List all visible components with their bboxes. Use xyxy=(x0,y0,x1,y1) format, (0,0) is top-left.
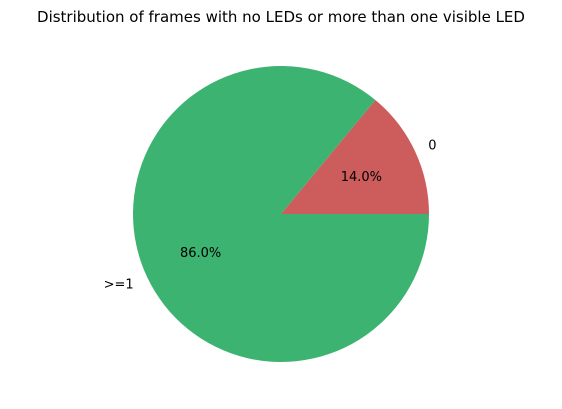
pie-slice-zero xyxy=(281,99,429,214)
pie-slices xyxy=(133,66,430,363)
pie-slice-one-or-more xyxy=(133,66,430,363)
slice-category-label: 0 xyxy=(428,139,436,154)
slice-category-label: >=1 xyxy=(104,277,134,292)
chart-title: Distribution of frames with no LEDs or m… xyxy=(37,8,525,26)
slice-percentage-label: 14.0% xyxy=(341,170,382,185)
slice-percentage-label: 86.0% xyxy=(180,246,221,261)
pie-labels: 0 14.0% >=1 86.0% xyxy=(104,139,437,293)
